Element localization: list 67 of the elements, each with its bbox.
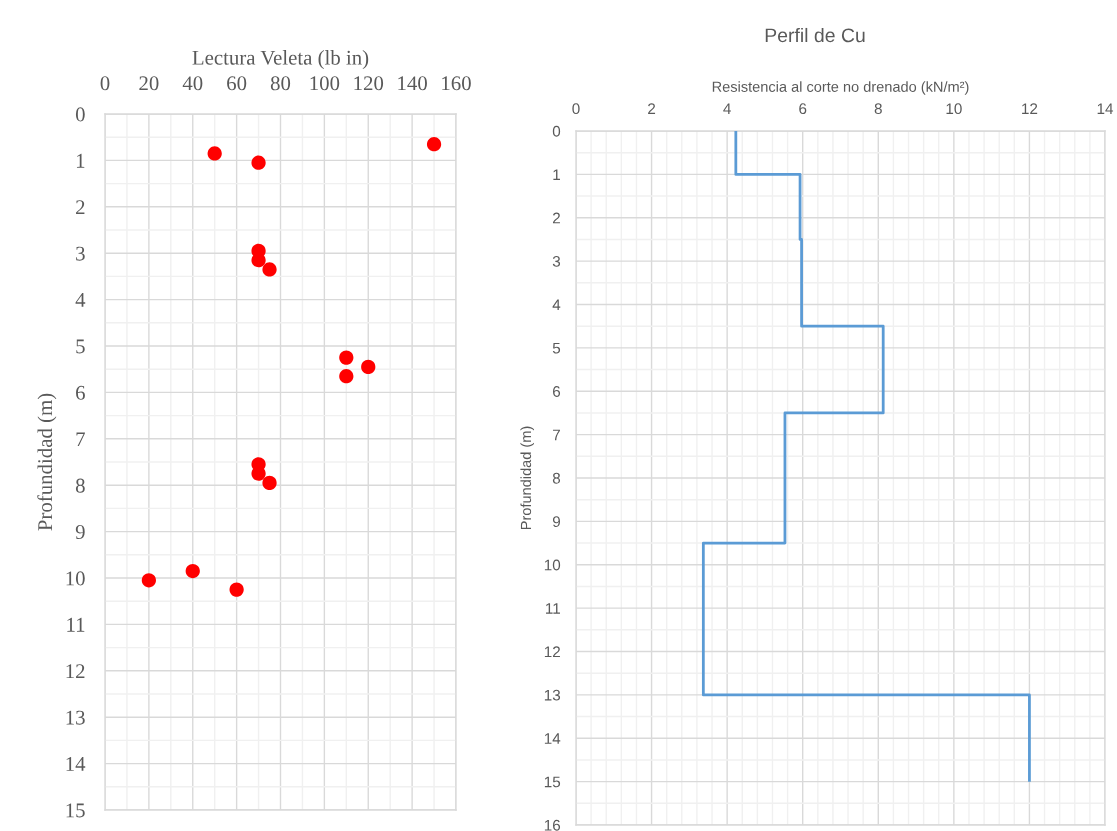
y-tick-label: 12	[66, 664, 85, 679]
point	[229, 582, 244, 597]
y-axis-title: Profundidad (m)	[37, 393, 57, 531]
x-tick-label: 4	[723, 103, 731, 114]
x-tick-label: 40	[182, 76, 203, 91]
y-tick-label: 11	[546, 603, 560, 614]
point	[251, 253, 266, 268]
y-tick-label: 1	[76, 153, 85, 168]
point	[207, 146, 222, 161]
point	[339, 369, 354, 384]
x-tick-label: 0	[100, 76, 110, 91]
y-tick-label: 3	[76, 246, 85, 261]
point	[426, 137, 442, 152]
point	[361, 359, 376, 374]
y-tick-label: 2	[76, 200, 85, 215]
y-tick-label: 14	[66, 757, 86, 771]
y-tick-label: 15	[66, 803, 85, 818]
x-tick-label: 0	[572, 103, 580, 115]
y-tick-label: 7	[76, 432, 85, 447]
point	[339, 350, 354, 365]
x-tick-label: 120	[354, 76, 384, 91]
y-tick-label: 10	[66, 571, 85, 586]
point	[185, 563, 200, 579]
y-tick-label: 11	[67, 617, 85, 632]
y-tick-label: 13	[544, 689, 561, 701]
y-tick-label: 13	[66, 710, 85, 725]
y-tick-label: 10	[544, 559, 561, 571]
x-tick-label: 140	[398, 76, 427, 91]
point	[141, 573, 156, 588]
x-tick-label: 12	[1022, 103, 1038, 114]
y-tick-label: 0	[552, 125, 561, 137]
y-tick-label: 7	[553, 429, 560, 441]
line-series	[701, 131, 1031, 784]
x-tick-label: 10	[946, 103, 962, 115]
y-tick-label: 9	[75, 525, 85, 540]
x-tick-label: 8	[874, 103, 882, 115]
point	[262, 475, 277, 490]
y-tick-label: 1	[553, 169, 560, 180]
y-tick-label: 6	[553, 386, 561, 397]
y-tick-label: 14	[544, 733, 561, 744]
y-tick-label: 6	[76, 385, 85, 400]
point	[262, 262, 277, 277]
chart-title: Perfil de Cu	[765, 27, 865, 43]
y-tick-label: 2	[552, 212, 560, 224]
x-tick-label: 160	[442, 76, 471, 91]
x-tick-label: 80	[270, 76, 291, 91]
y-tick-label: 4	[75, 293, 86, 307]
x-tick-label: 2	[648, 103, 656, 114]
y-tick-label: 3	[552, 255, 561, 267]
y-tick-label: 15	[544, 776, 561, 788]
x-tick-label: 100	[310, 76, 340, 91]
x-axis-title: Lectura Veleta (lb in)	[192, 50, 369, 69]
x-tick-label: 20	[139, 76, 159, 91]
y-axis-title: Profundidad (m)	[520, 426, 534, 530]
x-axis-title: Resistencia al corte no drenado (kN/m²)	[712, 81, 969, 95]
y-tick-label: 8	[552, 472, 561, 484]
y-tick-label: 8	[75, 478, 85, 493]
x-tick-label: 60	[227, 76, 247, 91]
y-tick-label: 16	[544, 819, 561, 831]
point	[251, 155, 266, 170]
x-tick-label: 14	[1097, 103, 1114, 114]
y-tick-label: 4	[552, 299, 561, 311]
y-tick-label: 5	[552, 342, 561, 354]
y-tick-label: 9	[552, 516, 560, 528]
y-tick-label: 5	[76, 339, 85, 354]
x-tick-label: 6	[799, 103, 807, 115]
y-tick-label: 12	[544, 646, 560, 658]
